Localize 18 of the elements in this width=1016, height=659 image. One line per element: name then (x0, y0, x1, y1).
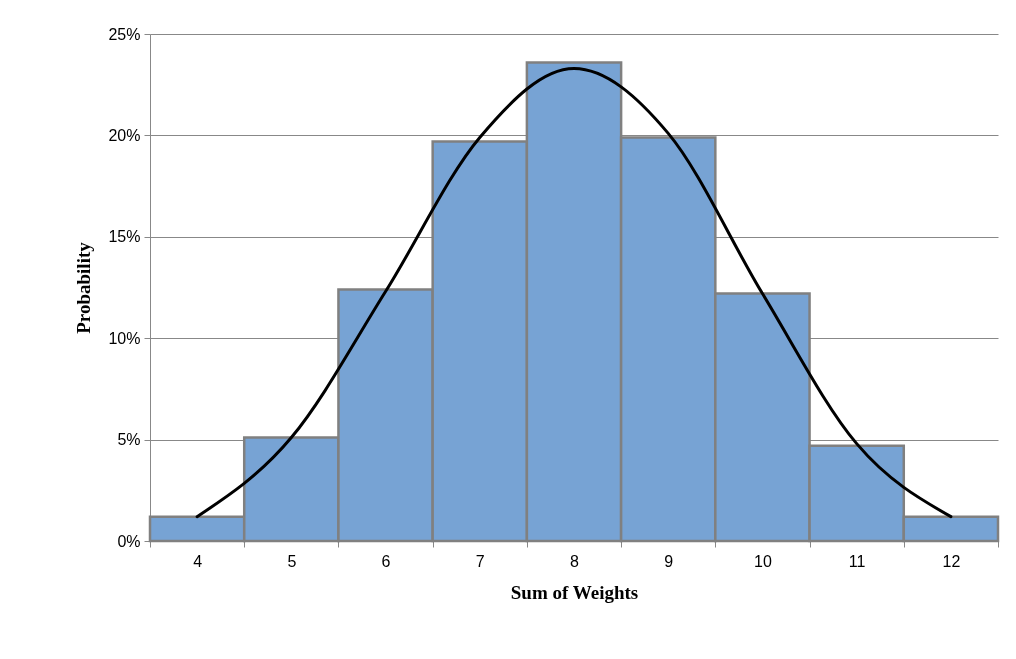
x-tick-label: 6 (381, 552, 391, 570)
y-tick-label: 10% (108, 329, 141, 347)
x-tick-label: 8 (570, 552, 580, 570)
y-tick-label: 15% (108, 228, 141, 246)
y-tick-label: 5% (117, 431, 141, 449)
x-axis-title: Sum of Weights (510, 581, 639, 603)
y-axis-title: Probability (73, 241, 95, 334)
x-tick-label: 4 (193, 552, 203, 570)
x-tick-label: 10 (754, 552, 772, 570)
y-tick-label: 0% (117, 532, 141, 550)
line-series (195, 66, 953, 519)
y-tick-label: 25% (108, 25, 141, 43)
x-tick-label: 7 (475, 552, 485, 570)
y-tick-label: 20% (108, 126, 141, 144)
x-tick-label: 12 (942, 552, 961, 570)
x-tick-label: 11 (848, 552, 866, 570)
x-tick-label: 9 (664, 552, 674, 570)
x-tick-label: 5 (287, 552, 297, 570)
